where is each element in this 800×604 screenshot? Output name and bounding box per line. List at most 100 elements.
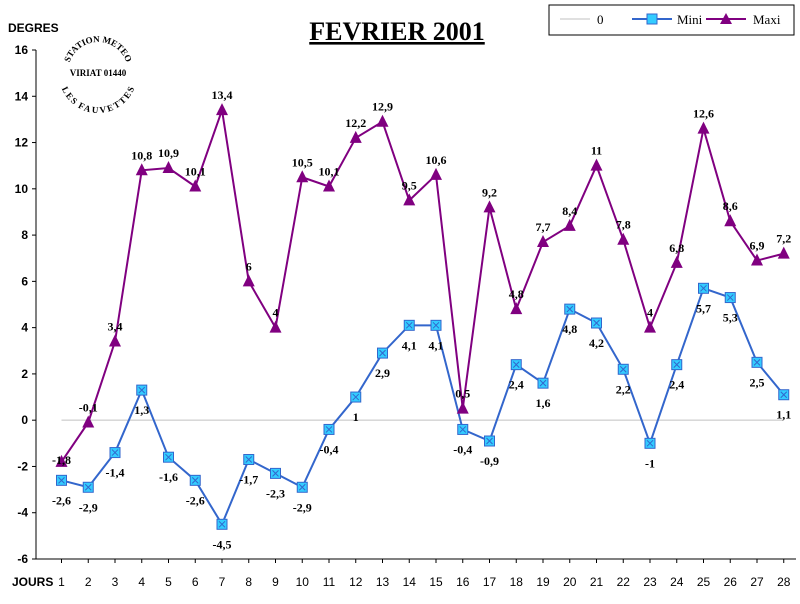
maxi-data-label: 6,9 bbox=[750, 239, 765, 253]
y-tick-label: 2 bbox=[21, 367, 28, 381]
mini-marker-cross bbox=[459, 426, 467, 433]
mini-point bbox=[724, 292, 736, 304]
maxi-point bbox=[483, 200, 496, 213]
mini-point bbox=[243, 454, 255, 466]
mini-data-label: 1,6 bbox=[536, 396, 551, 410]
maxi-point bbox=[670, 255, 683, 268]
maxi-data-label: 10,8 bbox=[131, 148, 152, 162]
series-layer bbox=[55, 103, 790, 530]
mini-data-label: 5,3 bbox=[723, 311, 738, 325]
mini-data-label: 1,1 bbox=[776, 408, 791, 422]
stamp-line3: LES FAUVETTES bbox=[60, 85, 136, 115]
maxi-data-label: -1,8 bbox=[52, 453, 71, 467]
x-tick-label: 15 bbox=[429, 575, 443, 589]
maxi-data-label: 10,6 bbox=[426, 153, 447, 167]
series-line-maxi bbox=[60, 109, 785, 463]
mini-marker-cross bbox=[780, 391, 788, 399]
mini-point bbox=[323, 423, 335, 435]
mini-point bbox=[644, 437, 656, 449]
maxi-data-label: 12,9 bbox=[372, 100, 393, 114]
mini-marker-cross bbox=[539, 379, 547, 387]
mini-point bbox=[457, 423, 469, 435]
x-tick-label: 17 bbox=[483, 575, 497, 589]
maxi-data-label: 12,6 bbox=[693, 107, 714, 121]
x-tick-label: 26 bbox=[724, 575, 738, 589]
x-tick-label: 28 bbox=[777, 575, 791, 589]
mini-point bbox=[136, 384, 148, 396]
mini-point bbox=[403, 319, 415, 331]
mini-marker-cross bbox=[753, 358, 761, 366]
mini-marker-cross bbox=[298, 483, 306, 491]
x-tick-label: 4 bbox=[138, 575, 145, 589]
maxi-point bbox=[644, 320, 656, 333]
maxi-point bbox=[135, 163, 148, 176]
legend: 0 Mini Maxi bbox=[548, 4, 795, 36]
maxi-point bbox=[563, 218, 576, 231]
mini-marker-cross bbox=[58, 476, 65, 484]
maxi-data-label: 4 bbox=[273, 306, 279, 320]
mini-point bbox=[564, 303, 576, 315]
mini-marker-cross bbox=[325, 426, 333, 433]
maxi-point bbox=[430, 167, 442, 180]
x-tick-label: 3 bbox=[112, 575, 119, 589]
x-tick-label: 8 bbox=[245, 575, 252, 589]
mini-data-label: -1,7 bbox=[239, 473, 258, 487]
x-tick-label: 10 bbox=[296, 575, 310, 589]
maxi-data-label: 4,8 bbox=[509, 287, 524, 301]
maxi-point bbox=[510, 302, 523, 315]
mini-data-label: -0,4 bbox=[320, 442, 339, 456]
mini-point bbox=[296, 481, 308, 493]
maxi-point bbox=[537, 235, 549, 248]
mini-point bbox=[350, 391, 362, 403]
mini-marker-cross bbox=[700, 284, 707, 292]
x-tick-label: 9 bbox=[272, 575, 279, 589]
x-tick-label: 2 bbox=[85, 575, 92, 589]
maxi-data-label: 10,5 bbox=[292, 155, 313, 169]
mini-data-label: 2,5 bbox=[750, 375, 765, 389]
maxi-data-label: 10,9 bbox=[158, 146, 179, 160]
y-tick-label: 4 bbox=[21, 321, 28, 335]
maxi-data-label: 9,2 bbox=[482, 185, 497, 199]
mini-marker-cross bbox=[593, 319, 600, 327]
y-tick-label: 0 bbox=[21, 413, 28, 427]
stamp-line1: STATION METEO bbox=[62, 34, 134, 64]
maxi-point bbox=[777, 246, 790, 259]
mini-point bbox=[698, 282, 709, 294]
mini-data-label: -2,6 bbox=[52, 493, 71, 507]
svg-text:STATION METEO: STATION METEO bbox=[62, 34, 134, 64]
mini-point bbox=[82, 481, 94, 493]
x-tick-label: 12 bbox=[349, 575, 363, 589]
maxi-data-label: 0,5 bbox=[455, 387, 470, 401]
maxi-point bbox=[216, 103, 228, 116]
station-stamp: STATION METEO VIRIAT 01440 LES FAUVETTES bbox=[60, 34, 136, 115]
maxi-point bbox=[724, 214, 737, 227]
maxi-data-label: 8,6 bbox=[723, 199, 738, 213]
maxi-data-label: 12,2 bbox=[345, 116, 366, 130]
mini-point bbox=[671, 359, 683, 371]
x-tick-label: 25 bbox=[697, 575, 711, 589]
maxi-data-label: 7,2 bbox=[776, 232, 791, 246]
maxi-data-label: 10,1 bbox=[319, 165, 340, 179]
mini-data-label: 4,8 bbox=[562, 322, 577, 336]
mini-point bbox=[377, 347, 388, 359]
maxi-point bbox=[403, 193, 416, 206]
mini-data-label: -2,9 bbox=[293, 500, 312, 514]
mini-marker-cross bbox=[432, 321, 440, 329]
x-tick-label: 23 bbox=[643, 575, 657, 589]
mini-point bbox=[56, 474, 67, 486]
mini-data-label: -2,9 bbox=[79, 500, 98, 514]
maxi-data-label: 7,8 bbox=[616, 218, 631, 232]
mini-data-label: 1 bbox=[353, 410, 359, 424]
mini-data-label: -1,4 bbox=[106, 466, 125, 480]
mini-data-label: -2,3 bbox=[266, 486, 285, 500]
mini-marker-cross bbox=[138, 386, 146, 394]
mini-data-label: -1,6 bbox=[159, 470, 178, 484]
mini-point bbox=[537, 377, 549, 389]
maxi-point bbox=[189, 179, 202, 192]
mini-point bbox=[591, 317, 602, 329]
mini-marker-cross bbox=[405, 321, 413, 329]
mini-point bbox=[484, 435, 495, 447]
x-tick-label: 11 bbox=[323, 575, 336, 589]
maxi-data-label: 8,4 bbox=[562, 204, 577, 218]
